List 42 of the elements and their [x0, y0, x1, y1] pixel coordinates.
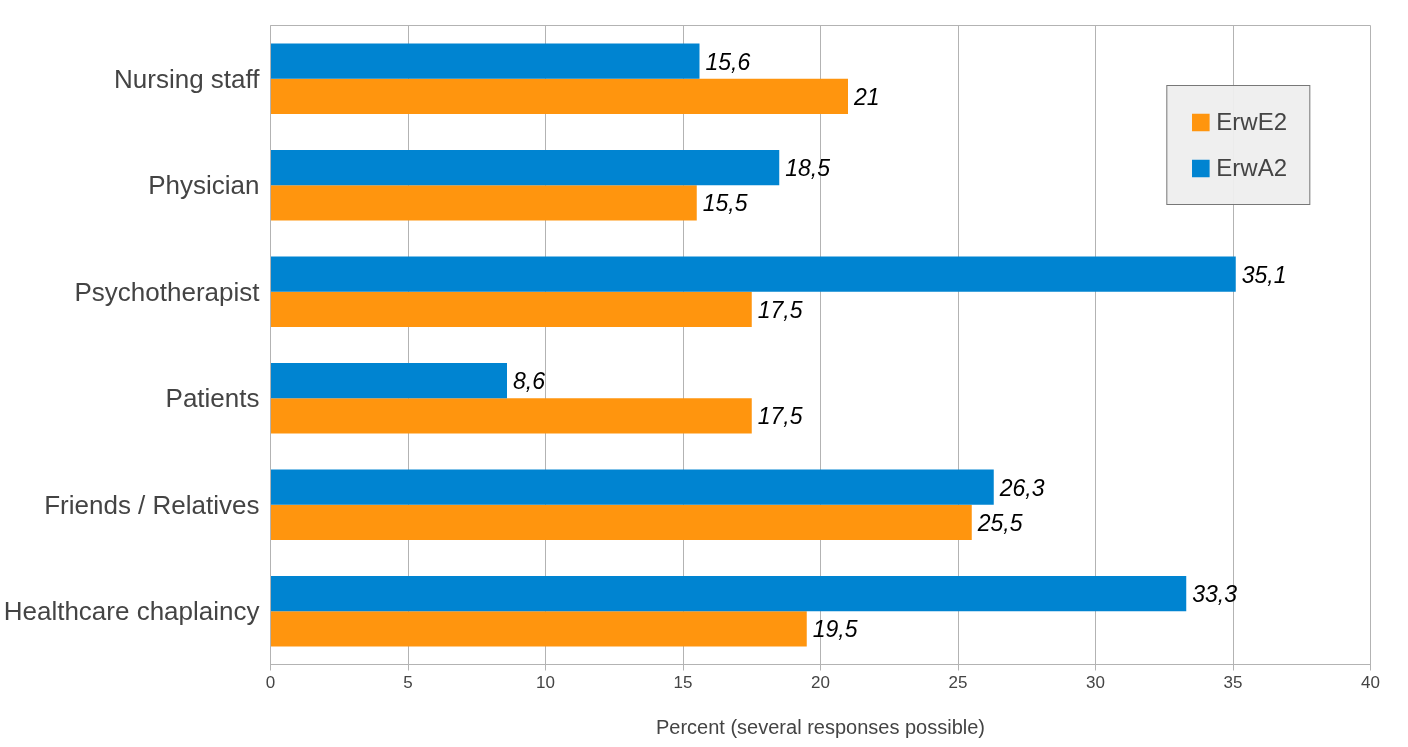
x-tick-label: 15: [673, 672, 693, 692]
x-tick-label: 10: [536, 672, 555, 692]
y-tick-label: Nursing staff: [114, 63, 261, 94]
x-tick-label: 20: [811, 672, 830, 692]
bar: [270, 469, 994, 505]
data-label: 35,1: [1241, 261, 1287, 288]
legend-label: ErwA2: [1216, 154, 1287, 182]
bar: [270, 291, 752, 327]
data-label: 8,6: [513, 368, 546, 395]
data-label: 25,5: [976, 509, 1023, 536]
x-tick-label: 40: [1361, 672, 1380, 692]
data-label: 26,3: [998, 474, 1045, 501]
bar: [270, 363, 507, 399]
data-label: 17,5: [757, 296, 803, 323]
y-tick-label: Psychotherapist: [74, 276, 261, 307]
x-tick-label: 0: [265, 672, 276, 692]
data-label: 21: [853, 83, 880, 110]
y-tick-label: Friends / Relatives: [44, 489, 260, 520]
data-label: 17,5: [757, 403, 803, 430]
x-tick-label: 35: [1223, 672, 1243, 692]
data-label: 18,5: [785, 155, 831, 182]
y-tick-label: Physician: [148, 170, 260, 201]
x-tick-label: 30: [1086, 672, 1105, 692]
legend-label: ErwE2: [1216, 108, 1287, 136]
data-label: 15,5: [702, 190, 748, 217]
x-tick-label: 5: [403, 672, 413, 692]
x-axis-title: Percent (several responses possible): [655, 715, 986, 738]
data-label: 15,6: [705, 48, 751, 75]
bar: [270, 78, 848, 114]
data-label: 33,3: [1192, 581, 1238, 608]
bar: [270, 576, 1187, 612]
bar: [270, 256, 1236, 292]
bar: [270, 150, 780, 186]
y-tick-label: Patients: [165, 383, 260, 414]
y-tick-label: Healthcare chaplaincy: [3, 596, 260, 627]
data-label: 19,5: [812, 616, 858, 643]
bar: [270, 43, 700, 79]
bar: [270, 611, 807, 647]
bar: [270, 185, 697, 221]
bar: [270, 398, 752, 434]
x-tick-label: 25: [948, 672, 968, 692]
bar: [270, 504, 972, 540]
